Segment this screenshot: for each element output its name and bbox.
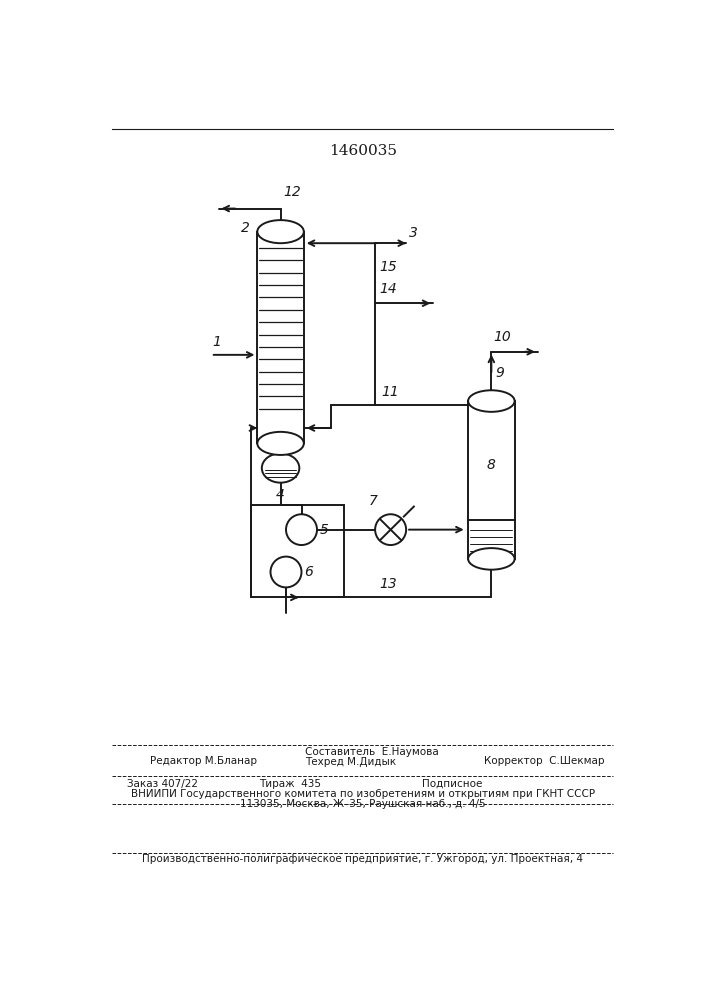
Text: Составитель  Е.Наумова: Составитель Е.Наумова	[305, 747, 439, 757]
Text: 10: 10	[493, 330, 511, 344]
Text: 113035, Москва, Ж–35, Раушская наб., д. 4/5: 113035, Москва, Ж–35, Раушская наб., д. …	[240, 799, 486, 809]
Text: 12: 12	[284, 185, 301, 199]
Text: Подписное: Подписное	[421, 779, 482, 789]
Text: ВНИИПИ Государственного комитета по изобретениям и открытиям при ГКНТ СССР: ВНИИПИ Государственного комитета по изоб…	[131, 789, 595, 799]
Text: 3: 3	[409, 226, 418, 240]
Text: 6: 6	[304, 565, 312, 579]
Bar	[257, 232, 304, 443]
Ellipse shape	[257, 220, 304, 243]
Ellipse shape	[262, 453, 299, 483]
Text: 9: 9	[495, 366, 504, 380]
Text: Тираж  435: Тираж 435	[259, 779, 321, 789]
Text: Заказ 407/22: Заказ 407/22	[127, 779, 198, 789]
Bar	[468, 401, 515, 559]
Text: Производственно-полиграфическое предприятие, г. Ужгород, ул. Проектная, 4: Производственно-полиграфическое предприя…	[142, 854, 583, 864]
Bar	[251, 505, 344, 597]
Circle shape	[375, 514, 406, 545]
Circle shape	[271, 557, 301, 587]
Ellipse shape	[257, 432, 304, 455]
Text: 7: 7	[369, 494, 378, 508]
Text: 11: 11	[381, 385, 399, 399]
Text: 4: 4	[276, 488, 285, 502]
Text: Редактор М.Бланар: Редактор М.Бланар	[151, 756, 257, 766]
Text: 5: 5	[320, 523, 328, 537]
Text: 1: 1	[212, 335, 221, 349]
Text: 14: 14	[379, 282, 397, 296]
Text: 2: 2	[240, 221, 250, 235]
Circle shape	[286, 514, 317, 545]
Ellipse shape	[468, 548, 515, 570]
Text: 1460035: 1460035	[329, 144, 397, 158]
Text: Корректор  С.Шекмар: Корректор С.Шекмар	[484, 756, 604, 766]
Text: 13: 13	[380, 577, 397, 591]
Text: Техред М.Дидык: Техред М.Дидык	[305, 757, 397, 767]
Ellipse shape	[468, 390, 515, 412]
Text: 15: 15	[379, 260, 397, 274]
Text: 8: 8	[487, 458, 496, 472]
